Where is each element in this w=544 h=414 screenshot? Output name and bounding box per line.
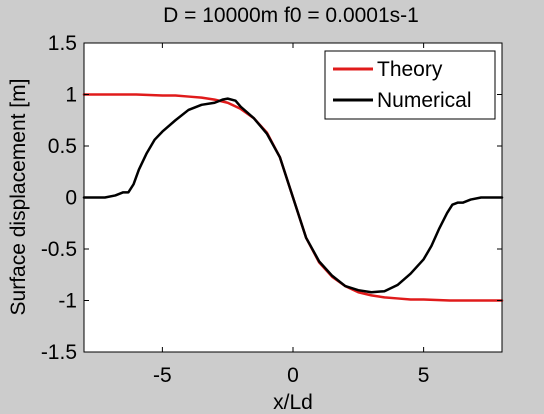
y-tick-label: -1 xyxy=(58,290,77,313)
x-tick-label: 0 xyxy=(287,364,299,387)
series-layer xyxy=(82,93,504,302)
legend: Theory Numerical xyxy=(324,50,496,120)
x-axis-label: x/Ld xyxy=(273,391,313,414)
y-tick-label: 1.5 xyxy=(48,32,77,55)
y-tick-label: 1 xyxy=(65,84,77,107)
y-tick-label: 0.5 xyxy=(48,135,77,158)
y-axis-label: Surface displacement [m] xyxy=(7,79,30,316)
x-tick-label: -5 xyxy=(153,364,172,387)
tick-layer: -5 0 5 -1.5 -1 -0.5 0 0.5 1 1.5 xyxy=(41,32,502,387)
y-tick-label: -0.5 xyxy=(41,238,77,261)
chart-title: D = 10000m f0 = 0.0001s-1 xyxy=(163,4,419,27)
y-tick-label: -1.5 xyxy=(41,341,77,364)
x-tick-label: 5 xyxy=(418,364,430,387)
legend-label-numerical: Numerical xyxy=(377,89,472,112)
y-tick-label: 0 xyxy=(65,187,77,210)
series-line-numerical xyxy=(82,97,504,294)
legend-label-theory: Theory xyxy=(377,58,443,81)
legend-box xyxy=(324,50,496,120)
